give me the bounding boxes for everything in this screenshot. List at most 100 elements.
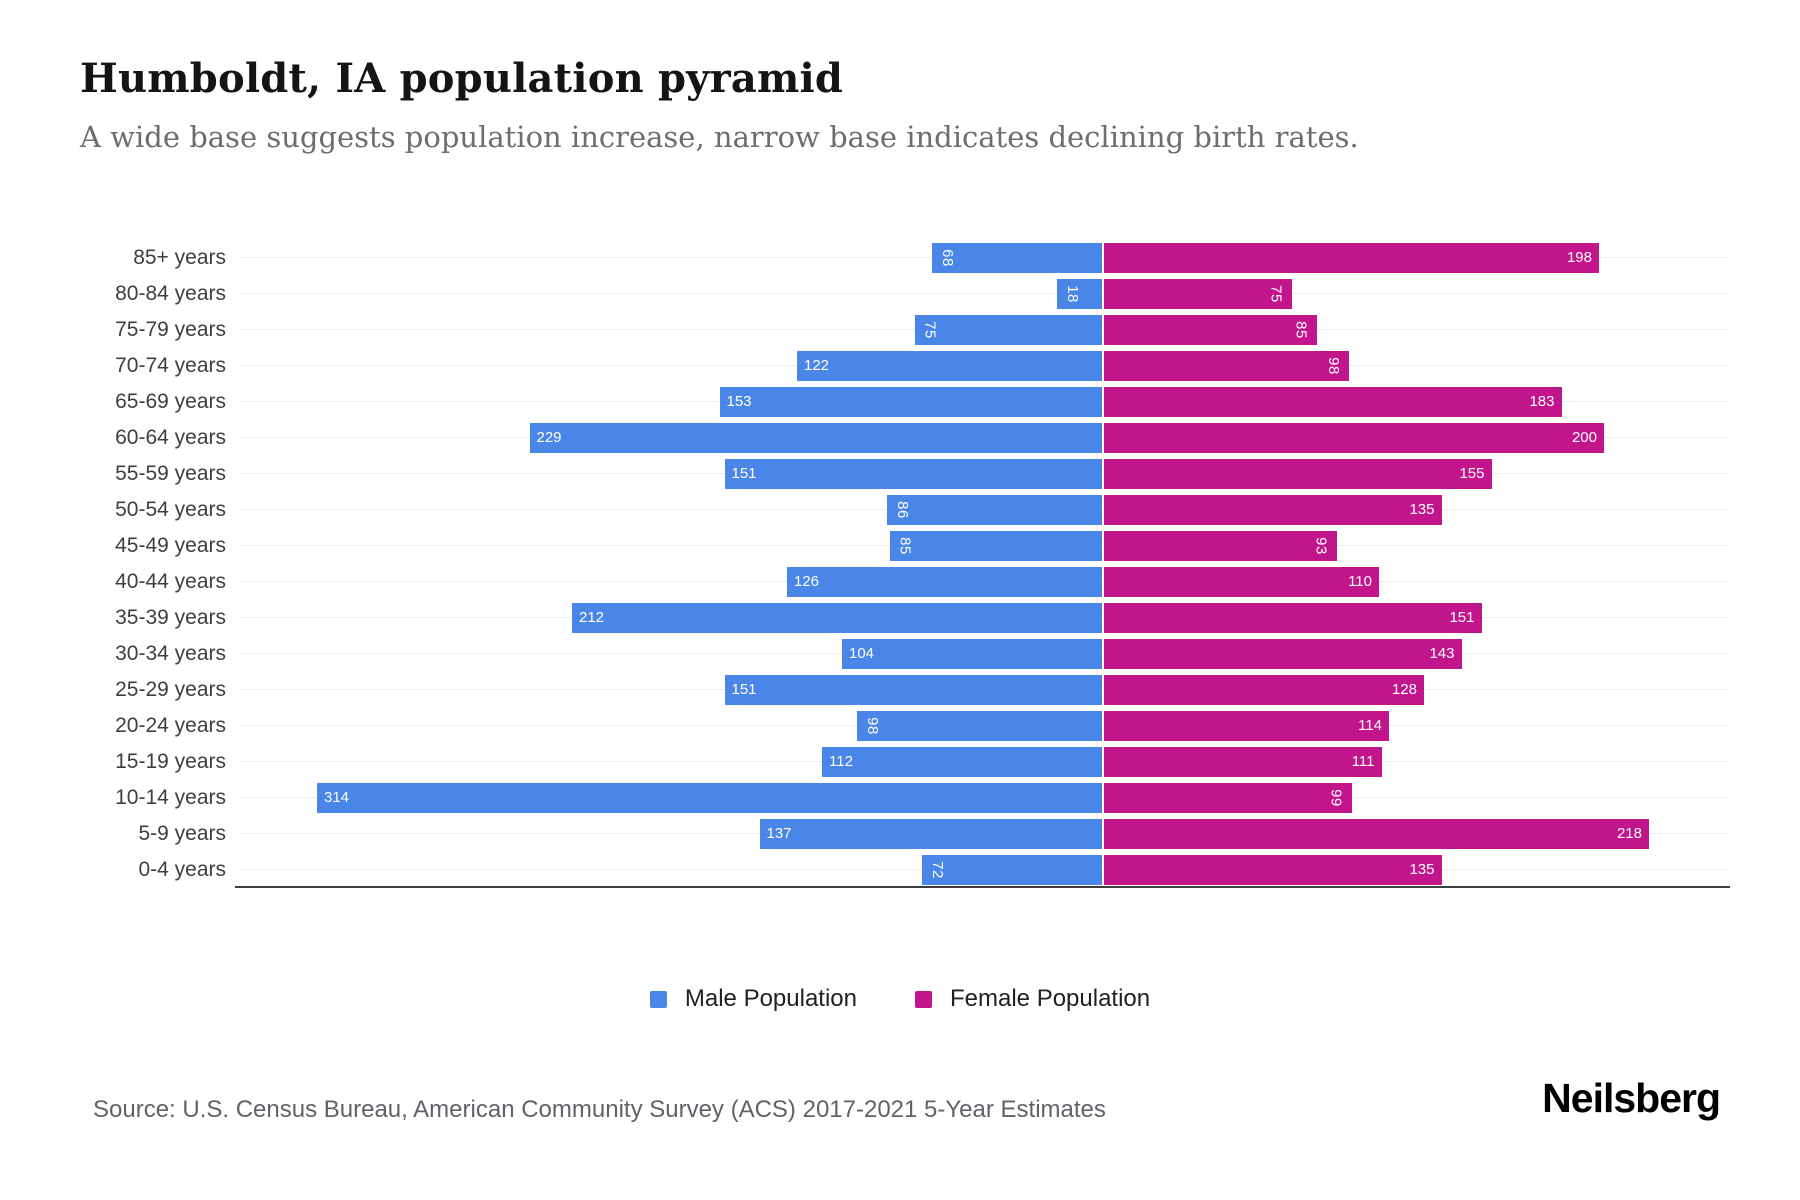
male-legend-swatch-icon xyxy=(649,990,667,1008)
male-bar: 72 xyxy=(922,855,1102,885)
female-bar: 135 xyxy=(1104,495,1442,525)
male-bar-value: 229 xyxy=(536,429,562,446)
chart-row: 45-49 years 85 93 xyxy=(80,528,1730,564)
legend-label-female: Female Population xyxy=(950,985,1151,1012)
chart-row: 85+ years 68 198 xyxy=(80,240,1730,276)
male-bar: 153 xyxy=(719,387,1102,417)
male-bar-value: 151 xyxy=(731,681,757,698)
chart-row: 80-84 years 18 75 xyxy=(80,276,1730,312)
female-bar-value: 98 xyxy=(1325,357,1342,375)
female-bar-value: 143 xyxy=(1429,645,1455,662)
row-plot-area: 314 99 xyxy=(240,780,1730,816)
age-group-label: 0-4 years xyxy=(138,858,226,881)
row-plot-area: 72 135 xyxy=(240,852,1730,888)
chart-row: 50-54 years 86 135 xyxy=(80,492,1730,528)
female-bar-value: 99 xyxy=(1327,789,1345,807)
legend-item-female: Female Population xyxy=(915,985,1150,1013)
age-group-label: 35-39 years xyxy=(115,606,226,629)
row-plot-area: 85 93 xyxy=(240,528,1730,564)
age-group-label: 15-19 years xyxy=(115,750,226,773)
female-bar: 200 xyxy=(1104,423,1604,453)
age-group-label: 60-64 years xyxy=(115,426,226,449)
row-plot-area: 104 143 xyxy=(240,636,1730,672)
row-plot-area: 112 111 xyxy=(240,744,1730,780)
gridline xyxy=(240,293,1730,294)
age-group-label: 40-44 years xyxy=(115,570,226,593)
row-plot-area: 68 198 xyxy=(240,240,1730,276)
chart-row: 25-29 years 151 128 xyxy=(80,672,1730,708)
male-bar: 86 xyxy=(887,495,1102,525)
female-bar-value: 75 xyxy=(1267,285,1285,303)
female-bar-value: 93 xyxy=(1312,537,1330,555)
female-bar: 99 xyxy=(1104,783,1352,813)
female-bar: 143 xyxy=(1104,639,1462,669)
female-legend-swatch-icon xyxy=(915,990,932,1008)
row-plot-area: 137 218 xyxy=(240,816,1730,852)
chart-row: 60-64 years 229 200 xyxy=(80,420,1730,456)
male-bar-value: 137 xyxy=(766,825,792,842)
male-bar-value: 104 xyxy=(849,645,875,662)
female-bar-value: 198 xyxy=(1566,249,1592,266)
female-bar: 110 xyxy=(1104,567,1379,597)
female-bar: 198 xyxy=(1104,243,1599,273)
male-bar: 18 xyxy=(1057,279,1102,309)
chart-row: 75-79 years 75 85 xyxy=(80,312,1730,348)
male-bar-value: 151 xyxy=(731,465,757,482)
female-bar-value: 218 xyxy=(1616,825,1642,842)
male-bar: 314 xyxy=(317,783,1102,813)
age-group-label: 70-74 years xyxy=(115,354,226,377)
age-group-label: 55-59 years xyxy=(115,462,226,485)
female-bar: 93 xyxy=(1104,531,1337,561)
row-plot-area: 153 183 xyxy=(240,384,1730,420)
female-bar: 85 xyxy=(1104,315,1317,345)
male-bar: 98 xyxy=(857,711,1102,741)
male-bar-value: 86 xyxy=(894,501,911,519)
male-bar-value: 122 xyxy=(804,357,830,374)
chart-title: Humboldt, IA population pyramid xyxy=(80,55,844,102)
row-plot-area: 18 75 xyxy=(240,276,1730,312)
row-plot-area: 212 151 xyxy=(240,600,1730,636)
female-bar-value: 151 xyxy=(1449,609,1475,626)
row-plot-area: 86 135 xyxy=(240,492,1730,528)
female-bar: 218 xyxy=(1104,819,1649,849)
x-axis-baseline xyxy=(235,886,1730,888)
chart-row: 15-19 years 112 111 xyxy=(80,744,1730,780)
male-bar-value: 153 xyxy=(726,393,752,410)
male-bar-value: 126 xyxy=(794,573,820,590)
male-bar-value: 72 xyxy=(929,861,946,879)
chart-row: 40-44 years 126 110 xyxy=(80,564,1730,600)
row-plot-area: 229 200 xyxy=(240,420,1730,456)
age-group-label: 75-79 years xyxy=(115,318,226,341)
row-plot-area: 75 85 xyxy=(240,312,1730,348)
male-bar-value: 18 xyxy=(1064,285,1081,303)
neilsberg-logo: Neilsberg xyxy=(1542,1075,1721,1121)
age-group-label: 45-49 years xyxy=(115,534,226,557)
female-bar-value: 183 xyxy=(1529,393,1555,410)
female-bar: 135 xyxy=(1104,855,1442,885)
legend: Male Population Female Population xyxy=(0,985,1800,1013)
female-bar-value: 114 xyxy=(1358,717,1382,734)
male-bar: 68 xyxy=(932,243,1102,273)
male-bar-value: 68 xyxy=(939,249,956,267)
chart-row: 5-9 years 137 218 xyxy=(80,816,1730,852)
female-bar-value: 110 xyxy=(1348,573,1372,590)
male-bar: 212 xyxy=(572,603,1102,633)
chart-row: 10-14 years 314 99 xyxy=(80,780,1730,816)
female-bar-value: 135 xyxy=(1409,861,1435,878)
female-bar: 98 xyxy=(1104,351,1349,381)
age-group-label: 20-24 years xyxy=(115,714,226,737)
row-plot-area: 122 98 xyxy=(240,348,1730,384)
female-bar-value: 135 xyxy=(1409,501,1435,518)
legend-label-male: Male Population xyxy=(684,985,857,1012)
female-bar: 151 xyxy=(1104,603,1482,633)
age-group-label: 10-14 years xyxy=(115,786,226,809)
male-bar-value: 85 xyxy=(896,537,914,555)
chart-row: 30-34 years 104 143 xyxy=(80,636,1730,672)
female-bar-value: 85 xyxy=(1292,321,1310,339)
male-bar: 75 xyxy=(914,315,1102,345)
male-bar: 122 xyxy=(797,351,1102,381)
age-group-label: 85+ years xyxy=(133,246,226,269)
female-bar: 183 xyxy=(1104,387,1562,417)
male-bar-value: 212 xyxy=(579,609,605,626)
